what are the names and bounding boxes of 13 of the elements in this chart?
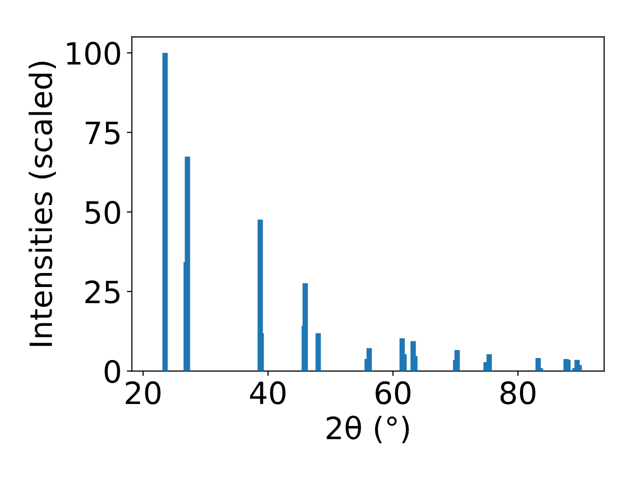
x-axis-title: 2θ (°) [326,416,409,444]
y-tick-label: 75 [86,122,120,144]
x-tick-label: 40 [250,381,286,404]
x-tick-label: 20 [126,381,160,404]
x-tick-label: 60 [376,381,410,404]
x-tick-label: 80 [500,381,536,404]
y-tick-label: 0 [104,360,120,384]
bar [316,333,321,372]
bar [162,52,168,372]
y-axis-title: Intensities (scaled) [28,62,56,346]
y-tick-label: 25 [85,280,120,304]
y-tick-label: 100 [67,42,120,65]
y-tick-label: 50 [86,200,120,224]
